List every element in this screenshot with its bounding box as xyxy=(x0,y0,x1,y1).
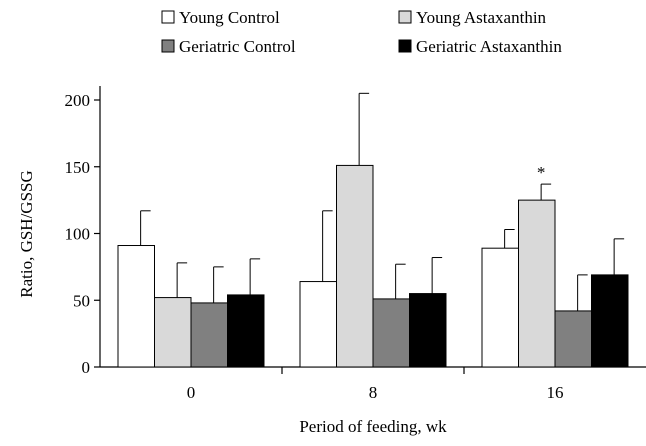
y-tick-label: 100 xyxy=(65,225,91,244)
y-axis-title: Ratio, GSH/GSSG xyxy=(17,170,36,298)
bar xyxy=(227,294,265,368)
legend-label: Geriatric Astaxanthin xyxy=(416,37,562,56)
y-tick-label: 150 xyxy=(65,158,91,177)
legend: Young Control Young Astaxanthin Geriatric … xyxy=(161,8,562,56)
bar xyxy=(299,281,337,368)
x-axis-title: Period of feeding, wk xyxy=(299,417,447,436)
y-tick-label: 50 xyxy=(73,291,90,310)
legend-label: Young Control xyxy=(179,8,280,27)
legend-swatch xyxy=(161,10,175,24)
bar xyxy=(190,302,228,368)
bar xyxy=(409,293,447,368)
x-tick-label: 16 xyxy=(547,383,564,402)
x-tick-label: 0 xyxy=(187,383,196,402)
legend-swatch xyxy=(161,39,175,53)
legend-label: Young Astaxanthin xyxy=(416,8,547,27)
legend-swatch xyxy=(398,10,412,24)
plot-area: 0 50 100 150 200 0 8 16 * xyxy=(65,86,646,402)
bar xyxy=(591,274,629,368)
y-tick-label: 200 xyxy=(65,91,91,110)
bar xyxy=(554,310,592,368)
y-tick-label: 0 xyxy=(82,358,91,377)
legend-swatch xyxy=(398,39,412,53)
legend-label: Geriatric Control xyxy=(179,37,296,56)
bar xyxy=(336,164,374,368)
significance-marker: * xyxy=(537,163,546,182)
x-tick-label: 8 xyxy=(369,383,378,402)
bar xyxy=(372,298,410,368)
bar xyxy=(154,297,192,368)
bar xyxy=(117,245,155,368)
bar xyxy=(518,199,556,368)
bar xyxy=(481,247,519,368)
